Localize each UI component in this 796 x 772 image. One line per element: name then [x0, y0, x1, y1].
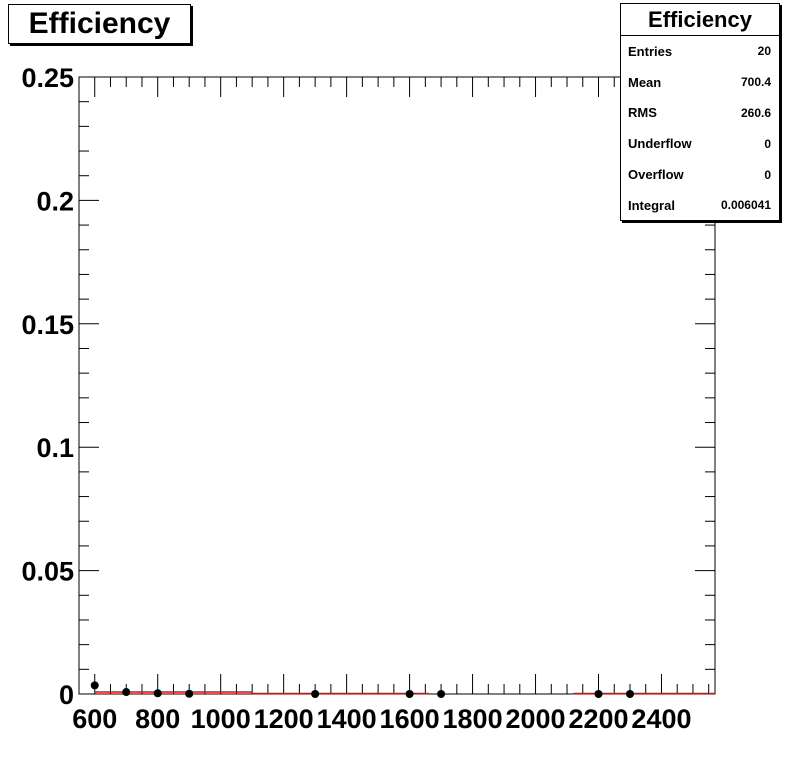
stats-label: Entries [628, 43, 673, 59]
stats-label: Integral [628, 197, 675, 213]
axis-tick-labels: 600 800 1000 1200 1400 1600 1800 2000 2200 2400 0 0… [21, 63, 691, 734]
x-tick-label: 2400 [631, 704, 691, 734]
data-point [153, 689, 162, 698]
x-tick-label: 600 [72, 704, 117, 734]
stats-value: 700.4 [740, 75, 771, 90]
data-point [90, 681, 99, 690]
data-point [625, 690, 634, 698]
stats-value: 0 [764, 167, 771, 182]
x-tick-label: 1400 [317, 704, 377, 734]
stats-row-rms: RMS 260.6 [621, 98, 779, 129]
stats-value: 20 [757, 44, 771, 59]
data-points [90, 681, 634, 698]
x-tick-label: 1800 [443, 704, 503, 734]
y-tick-label: 0.2 [36, 186, 74, 216]
y-tick-label: 0.25 [21, 63, 74, 93]
stats-label: RMS [628, 105, 657, 121]
data-point [594, 690, 603, 698]
y-tick-label: 0.05 [21, 557, 74, 587]
stats-row-underflow: Underflow 0 [621, 128, 779, 159]
y-tick-label: 0.1 [36, 433, 74, 463]
stats-label: Overflow [628, 167, 684, 183]
stats-value: 260.6 [740, 105, 771, 120]
x-tick-label: 2200 [568, 704, 628, 734]
stats-title: Efficiency [621, 4, 779, 36]
x-tick-label: 1000 [191, 704, 251, 734]
stats-row-entries: Entries 20 [621, 36, 779, 67]
stats-box: Efficiency Entries 20 Mean 700.4 RMS 260… [620, 3, 780, 221]
data-point [437, 690, 446, 698]
data-point [122, 688, 131, 697]
y-tick-label: 0.15 [21, 310, 74, 340]
stats-label: Underflow [628, 136, 692, 152]
data-point [311, 690, 320, 698]
stats-row-mean: Mean 700.4 [621, 67, 779, 98]
x-tick-label: 1200 [254, 704, 314, 734]
stats-label: Mean [628, 74, 662, 90]
x-tick-label: 800 [135, 704, 180, 734]
histogram-title: Efficiency [8, 4, 191, 44]
data-point [185, 689, 194, 698]
stats-value: 0 [764, 136, 771, 151]
y-tick-label: 0 [59, 680, 74, 710]
stats-value: 0.006041 [720, 198, 771, 213]
data-point [405, 690, 414, 698]
x-tick-label: 1600 [380, 704, 440, 734]
stats-row-overflow: Overflow 0 [621, 159, 779, 190]
x-tick-label: 2000 [505, 704, 565, 734]
stats-row-integral: Integral 0.006041 [621, 190, 779, 221]
